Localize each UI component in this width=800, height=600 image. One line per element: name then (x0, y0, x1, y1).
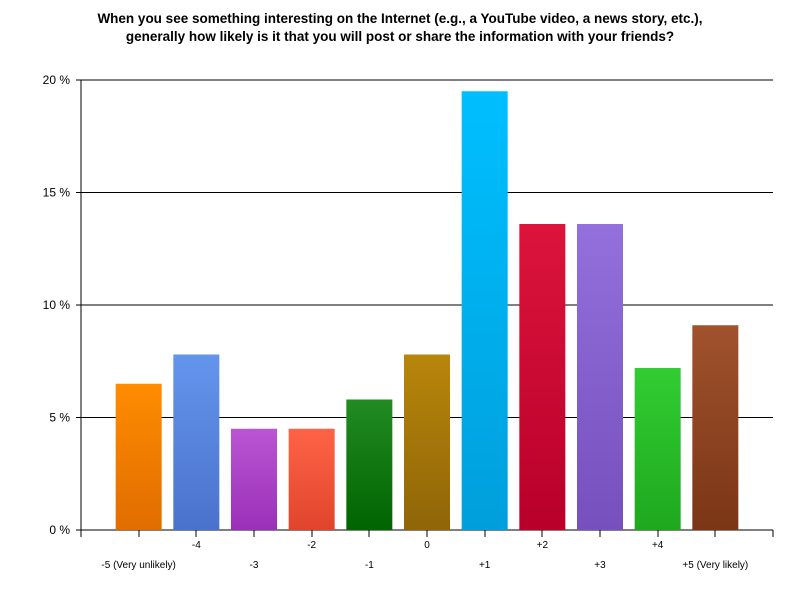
y-tick-label: 0 % (49, 523, 70, 537)
bar-10 (634, 368, 681, 530)
bar-5 (346, 399, 393, 530)
x-category-label: +4 (652, 540, 664, 551)
x-category-label: -5 (Very unlikely) (101, 560, 175, 571)
bar-4 (288, 428, 335, 530)
y-tick-label: 15 % (43, 186, 71, 200)
bar-9 (577, 224, 623, 530)
bar-1 (115, 383, 162, 530)
bar-2 (173, 354, 220, 530)
y-tick-label: 5 % (49, 411, 70, 425)
bar-11 (692, 325, 739, 530)
x-category-label: -1 (365, 560, 374, 571)
x-category-label: +3 (594, 560, 606, 571)
bar-7 (461, 91, 508, 530)
x-category-label: -2 (307, 540, 316, 551)
x-category-label: +2 (537, 540, 549, 551)
chart-title: When you see something interesting on th… (0, 10, 800, 46)
chart-title-line-2: generally how likely is it that you will… (125, 29, 675, 44)
x-category-label: -3 (250, 560, 259, 571)
x-category-label: +1 (479, 560, 491, 571)
x-category-label: 0 (424, 540, 430, 551)
bar-8 (519, 224, 566, 530)
x-category-label: -4 (192, 540, 201, 551)
x-category-label: +5 (Very likely) (682, 560, 748, 571)
bar-6 (404, 354, 450, 530)
y-tick-label: 10 % (43, 298, 71, 312)
chart-title-line-1: When you see something interesting on th… (97, 11, 703, 26)
y-tick-label: 20 % (43, 73, 71, 87)
bar-3 (231, 428, 277, 530)
